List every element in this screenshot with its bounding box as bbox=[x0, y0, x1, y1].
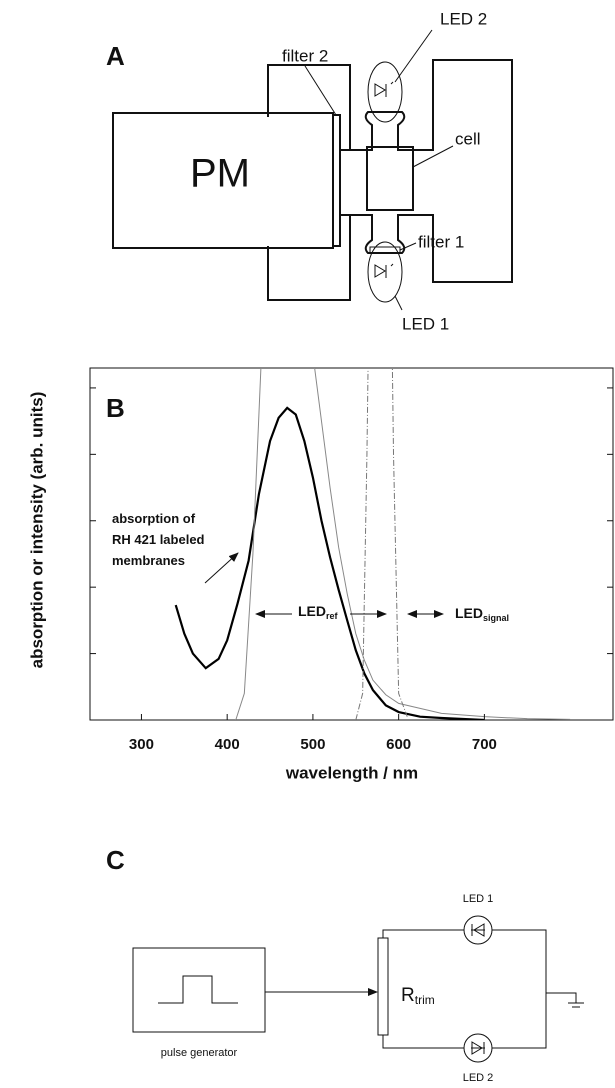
arrow bbox=[204, 552, 239, 584]
x-tick-label: 600 bbox=[386, 736, 411, 753]
led-2 bbox=[463, 1033, 493, 1063]
leader bbox=[399, 242, 417, 251]
annotation: absorption of RH 421 labeled membranes bbox=[112, 511, 208, 568]
annotation-sub: signal bbox=[483, 613, 509, 623]
panel-a: A PM filter 2 LED 2 cell filter 1 LED 1 bbox=[106, 9, 513, 333]
filter-1-label: filter 1 bbox=[418, 232, 464, 251]
led-1-symbol bbox=[374, 263, 394, 278]
r-trim-label: Rtrim bbox=[401, 985, 435, 1007]
cell-label: cell bbox=[455, 129, 481, 148]
plot-frame bbox=[89, 367, 614, 721]
curves bbox=[174, 368, 571, 720]
led-2-label: LED 2 bbox=[463, 1072, 494, 1084]
x-tick-label: 300 bbox=[129, 736, 154, 753]
x-tick-label: 700 bbox=[472, 736, 497, 753]
led-2-symbol bbox=[471, 1041, 485, 1055]
r-text: R bbox=[401, 985, 415, 1006]
panel-label: C bbox=[106, 845, 125, 875]
housing-top bbox=[267, 64, 351, 151]
x-tick-label: 500 bbox=[300, 736, 325, 753]
leader bbox=[394, 29, 433, 83]
pulse-shape bbox=[158, 975, 238, 1004]
led-signal-label: LEDsignal bbox=[455, 605, 509, 624]
led-1-symbol bbox=[471, 923, 485, 937]
led-2-symbol bbox=[374, 81, 394, 97]
panel-c: C pulse generator Rtrim LED 1 LED 2 bbox=[106, 845, 584, 1084]
pulse-generator-label: pulse generator bbox=[161, 1047, 238, 1059]
r-sub: trim bbox=[415, 993, 435, 1007]
panel-label: B bbox=[106, 393, 125, 423]
annotation-text: LED bbox=[455, 605, 483, 621]
annotation-text: LED bbox=[298, 603, 326, 619]
x-axis-label: wavelength / nm bbox=[285, 763, 418, 782]
led-1-label: LED 1 bbox=[463, 893, 494, 905]
spectrum-line bbox=[174, 406, 485, 720]
filter-2 bbox=[332, 114, 341, 247]
leader bbox=[304, 65, 337, 116]
led-1 bbox=[463, 915, 493, 945]
ground bbox=[546, 992, 584, 1008]
led-2-label: LED 2 bbox=[440, 9, 487, 28]
led-1-housing bbox=[367, 241, 403, 303]
filter-2-label: filter 2 bbox=[282, 46, 328, 65]
y-axis-label: absorption or intensity (arb. units) bbox=[27, 392, 46, 669]
resistor bbox=[377, 937, 389, 1036]
annotation-line: RH 421 labeled bbox=[112, 532, 205, 547]
housing-bottom bbox=[267, 214, 351, 301]
wire bbox=[382, 929, 547, 1049]
housing-body bbox=[350, 59, 513, 283]
cell bbox=[366, 146, 414, 211]
led-ref-label: LEDref bbox=[298, 603, 339, 622]
spectrum-line bbox=[355, 368, 408, 720]
leader bbox=[394, 295, 403, 311]
panel-label: A bbox=[106, 41, 125, 71]
annotation-line: absorption of bbox=[112, 511, 196, 526]
pm-label: PM bbox=[190, 152, 250, 196]
leader bbox=[412, 145, 454, 168]
led-2-housing bbox=[367, 61, 403, 123]
panel-b: B wavelength / nm absorption or intensit… bbox=[27, 367, 614, 782]
pulse-generator-box bbox=[132, 947, 266, 1033]
led-1-label: LED 1 bbox=[402, 314, 449, 333]
annotation-line: membranes bbox=[112, 553, 185, 568]
annotation-sub: ref bbox=[326, 611, 339, 621]
x-tick-label: 400 bbox=[215, 736, 240, 753]
